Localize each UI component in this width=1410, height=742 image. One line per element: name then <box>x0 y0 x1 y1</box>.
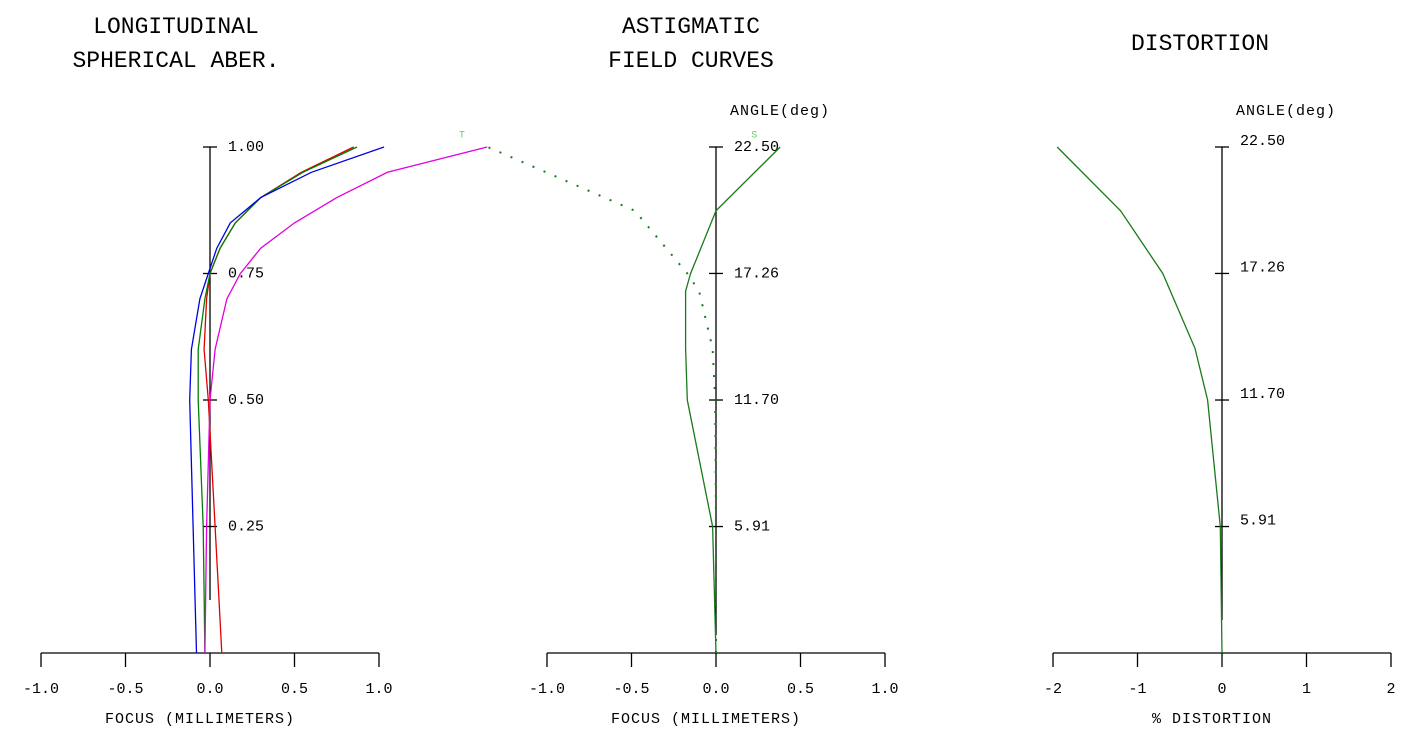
x-tick-label: 1.0 <box>365 681 392 698</box>
curve <box>684 146 781 654</box>
x-tick-label: 1.0 <box>871 681 898 698</box>
x-tick-label: 0 <box>1217 681 1226 698</box>
y-tick-label: 22.50 <box>734 139 779 156</box>
chart-title: DISTORTION <box>1131 31 1269 57</box>
curve <box>203 146 354 654</box>
x-tick-label: 1 <box>1302 681 1311 698</box>
y-tick-label: 11.70 <box>1240 386 1285 403</box>
x-axis-label: FOCUS (MILLIMETERS) <box>105 711 295 728</box>
y-tick-label: 0.50 <box>228 392 264 409</box>
y-axis-label: ANGLE(deg) <box>1236 103 1336 120</box>
x-tick-label: 0.5 <box>281 681 308 698</box>
y-tick-label: 1.00 <box>228 139 264 156</box>
x-tick-label: 0.5 <box>787 681 814 698</box>
y-tick-label: 11.70 <box>734 392 779 409</box>
y-tick-label: 5.91 <box>734 519 770 536</box>
chart-title: SPHERICAL ABER. <box>72 48 279 74</box>
y-tick-label: 22.50 <box>1240 133 1285 150</box>
curve <box>1056 146 1223 654</box>
series-name: S <box>751 131 757 142</box>
x-tick-label: 0.0 <box>196 681 223 698</box>
chart-title: LONGITUDINAL <box>93 14 259 40</box>
x-tick-label: -0.5 <box>613 681 649 698</box>
curve <box>204 146 488 654</box>
y-axis-label: ANGLE(deg) <box>730 103 830 120</box>
x-axis-label: FOCUS (MILLIMETERS) <box>611 711 801 728</box>
y-tick-label: 0.75 <box>228 265 264 282</box>
x-tick-label: -1 <box>1128 681 1146 698</box>
x-tick-label: 2 <box>1386 681 1395 698</box>
x-tick-label: 0.0 <box>702 681 729 698</box>
curve <box>487 146 717 653</box>
x-tick-label: -1.0 <box>23 681 59 698</box>
curve <box>197 146 358 654</box>
x-axis-label: % DISTORTION <box>1152 711 1272 728</box>
y-tick-label: 0.25 <box>228 518 264 535</box>
x-tick-label: -0.5 <box>107 681 143 698</box>
chart-title: ASTIGMATIC <box>622 14 760 40</box>
y-tick-label: 17.26 <box>734 265 779 282</box>
curve <box>189 146 385 654</box>
y-tick-label: 5.91 <box>1240 513 1276 530</box>
x-tick-label: -1.0 <box>529 681 565 698</box>
chart-title: FIELD CURVES <box>608 48 774 74</box>
series-name: T <box>459 131 465 142</box>
x-tick-label: -2 <box>1044 681 1062 698</box>
y-tick-label: 17.26 <box>1240 259 1285 276</box>
